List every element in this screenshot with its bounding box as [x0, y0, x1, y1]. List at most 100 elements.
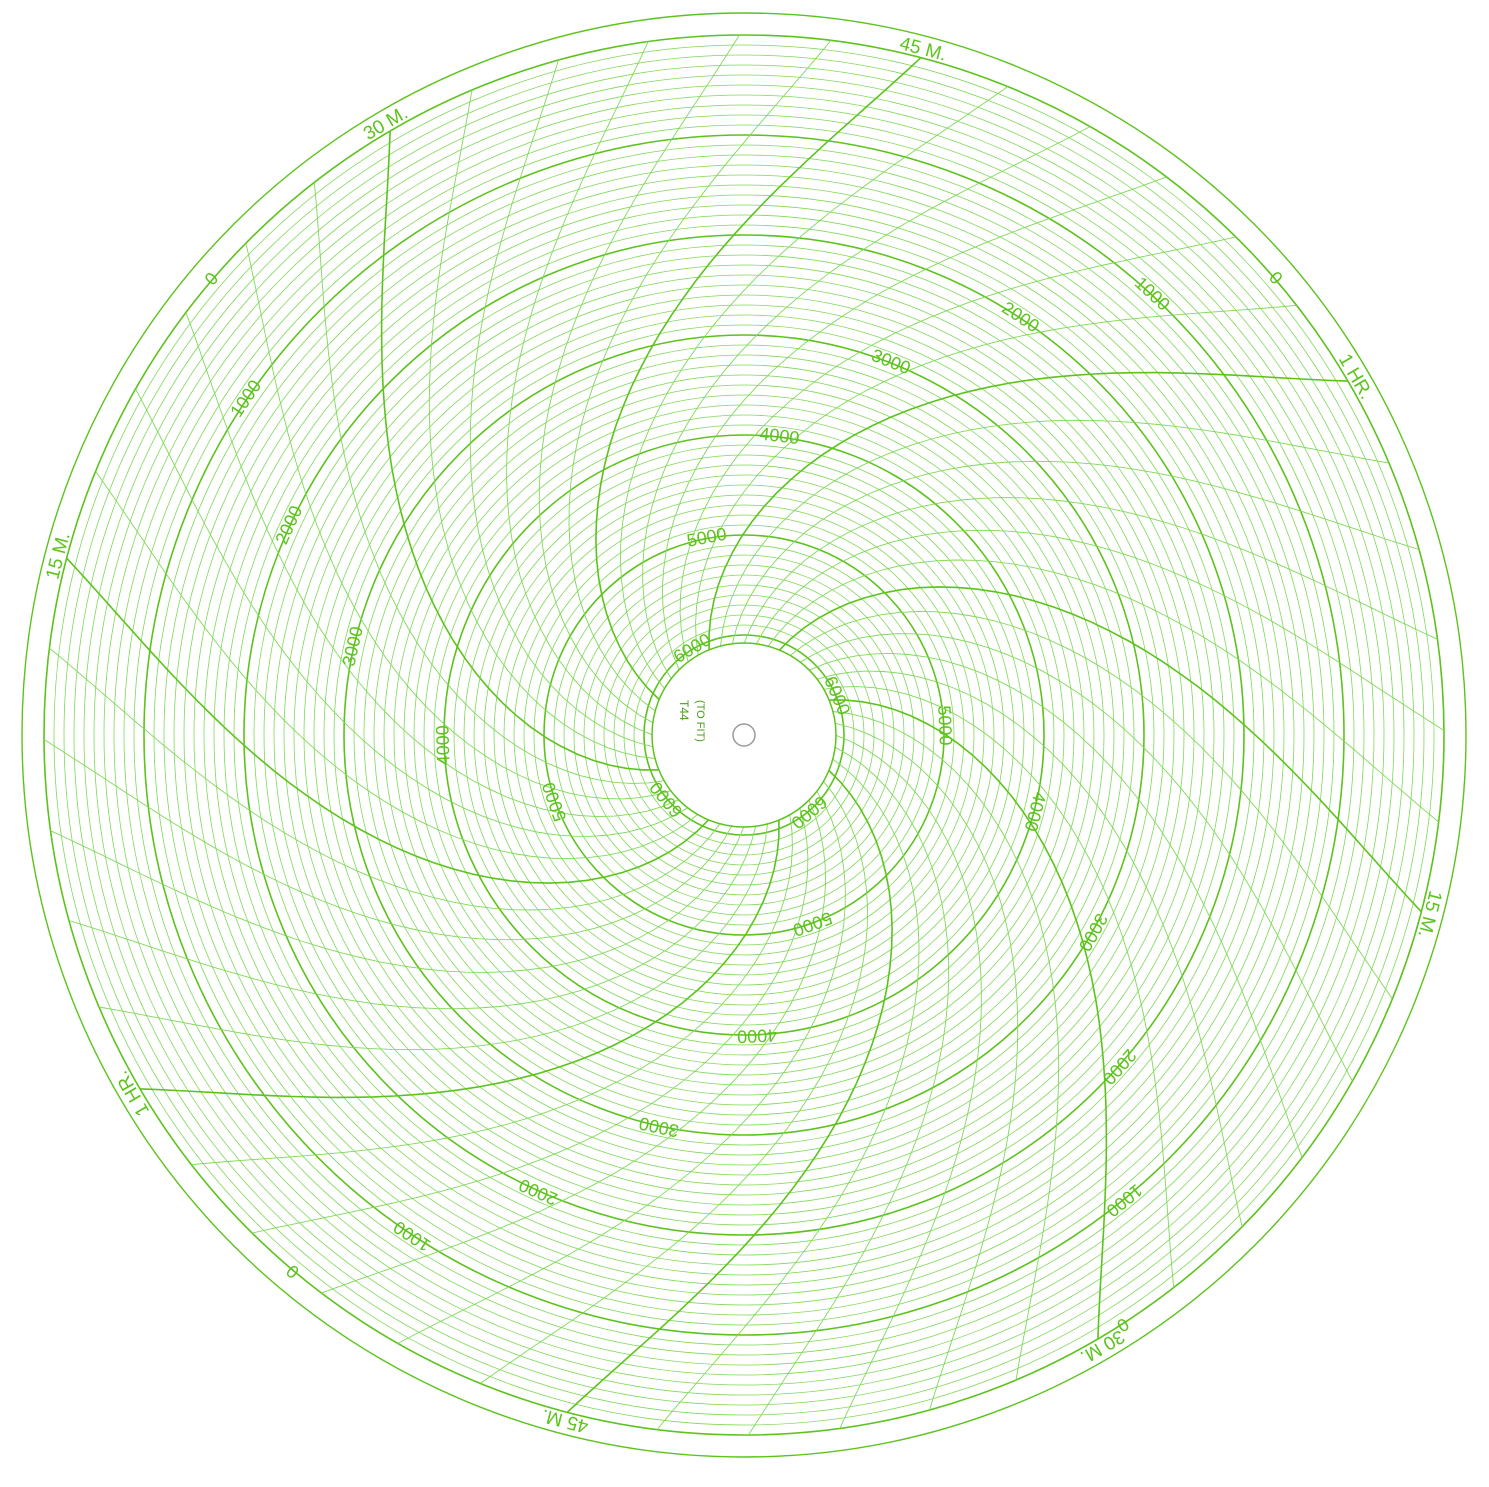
minor-value-circle: [373, 364, 1115, 1106]
minor-time-arc: [835, 734, 982, 1429]
time-arcs: [43, 34, 1445, 1436]
minor-value-circle: [473, 464, 1015, 1006]
minor-value-circle: [203, 194, 1285, 1276]
major-grid: [43, 34, 1445, 1436]
value-label: 4000: [432, 725, 453, 766]
value-labels: 0100020003000400050006000010002000300040…: [201, 268, 1287, 1337]
minor-value-circle: [53, 44, 1435, 1426]
minor-value-circle: [353, 344, 1135, 1126]
minor-time-arc: [568, 40, 832, 712]
value-label: 5000: [685, 524, 728, 551]
major-time-arc: [66, 557, 710, 884]
minor-value-circle: [183, 174, 1305, 1296]
minor-time-arc: [428, 89, 656, 759]
value-label: 4000: [758, 424, 800, 449]
time-label: 30 M.: [1076, 1325, 1128, 1367]
minor-value-circle: [253, 244, 1235, 1226]
minor-value-circle: [173, 164, 1315, 1306]
minor-value-circle: [103, 94, 1385, 1376]
minor-time-arc: [185, 312, 679, 818]
form-number: T44: [677, 700, 691, 721]
minor-value-circle: [363, 354, 1125, 1116]
minor-value-circle: [393, 384, 1095, 1086]
minor-value-circle: [273, 264, 1215, 1206]
minor-value-circle: [503, 494, 985, 976]
value-label: 4000: [1021, 790, 1051, 834]
minor-time-arc: [767, 559, 1439, 823]
minor-value-circle: [413, 404, 1075, 1066]
form-note: (TO FIT): [694, 700, 706, 742]
minor-value-circle: [493, 484, 995, 986]
value-label: 4000: [737, 1025, 778, 1047]
minor-time-arc: [68, 826, 757, 1010]
minor-time-arc: [679, 236, 1236, 662]
minor-value-circle: [293, 284, 1195, 1186]
minor-value-circle: [603, 594, 885, 876]
minor-time-arc: [191, 814, 793, 1166]
minor-time-arc: [695, 304, 1297, 656]
major-value-circle: [343, 334, 1145, 1136]
minor-value-circle: [283, 274, 1205, 1196]
minor-time-arc: [835, 722, 1019, 1411]
value-label: 5000: [934, 705, 956, 746]
minor-value-circle: [123, 114, 1365, 1356]
minor-value-circle: [223, 214, 1265, 1256]
chart-rim: [21, 12, 1467, 1458]
minor-time-arc: [538, 34, 740, 724]
minor-value-circle: [213, 204, 1275, 1266]
minor-time-arc: [656, 758, 920, 1430]
major-time-arc: [595, 57, 922, 701]
minor-value-circle: [483, 474, 1005, 996]
major-value-circle: [443, 434, 1045, 1036]
value-label: 3000: [338, 625, 366, 668]
major-value-circle: [643, 634, 845, 836]
minor-value-circle: [553, 544, 935, 926]
minor-value-circle: [263, 254, 1225, 1216]
minor-time-arc: [817, 670, 1243, 1227]
minor-time-arc: [720, 419, 1390, 647]
value-label: 3000: [637, 1113, 680, 1141]
major-value-circle: [43, 34, 1445, 1436]
minor-value-circle: [313, 304, 1175, 1166]
minor-time-arc: [731, 460, 1420, 644]
major-time-arc: [778, 586, 1422, 913]
minor-time-arc: [823, 686, 1175, 1288]
time-label: 15 M.: [42, 530, 74, 581]
minor-value-circle: [153, 144, 1335, 1326]
minor-time-arc: [245, 243, 671, 800]
minor-value-circle: [93, 84, 1395, 1386]
minor-value-circle: [463, 454, 1025, 1016]
minor-value-circle: [593, 584, 895, 886]
minor-value-circle: [613, 604, 875, 866]
minor-value-circle: [323, 314, 1165, 1156]
value-label: 3000: [869, 345, 914, 378]
minor-time-arc: [43, 739, 733, 941]
major-value-circle: [243, 234, 1245, 1236]
major-value-circle: [143, 134, 1345, 1336]
value-label: 5000: [790, 908, 834, 940]
outer-rim: [21, 12, 1467, 1458]
minor-value-circle: [193, 184, 1295, 1286]
minor-time-arc: [49, 647, 721, 911]
minor-time-arc: [313, 182, 665, 784]
minor-time-arc: [135, 388, 688, 837]
minor-time-arc: [480, 781, 869, 1384]
minor-value-circle: [573, 564, 915, 906]
major-time-arc: [829, 699, 1108, 1340]
minor-value-circle: [523, 514, 965, 956]
time-label: 30 M.: [360, 103, 412, 145]
minor-value-circle: [63, 54, 1425, 1416]
minor-value-circle: [423, 414, 1065, 1056]
minor-time-arc: [321, 800, 827, 1294]
major-time-arc: [708, 371, 1349, 650]
time-label: 45 M.: [897, 33, 948, 65]
major-time-arc: [380, 130, 659, 771]
major-time-arc: [139, 820, 780, 1099]
minor-value-circle: [113, 104, 1375, 1366]
minor-value-circle: [403, 394, 1085, 1076]
minor-value-circle: [633, 624, 855, 846]
time-label: 45 M.: [539, 1404, 590, 1436]
minor-time-arc: [252, 808, 809, 1234]
